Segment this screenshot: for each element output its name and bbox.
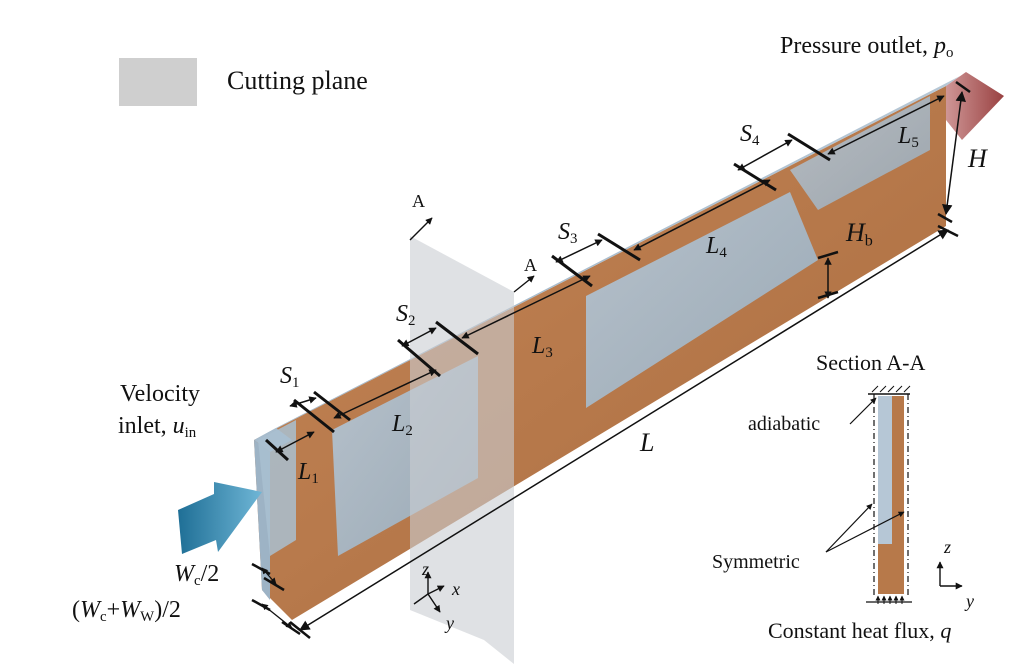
dim-line-H	[942, 90, 966, 216]
dim-tick-L-end	[937, 224, 959, 238]
symmetric-pointer-1	[825, 503, 873, 553]
u-subscript: in	[184, 425, 197, 442]
dim-line-S4	[737, 139, 793, 171]
section-arrow-upper	[409, 217, 433, 241]
velocity-inlet-line1: Velocity	[120, 381, 200, 407]
dim-line-S2	[401, 327, 437, 347]
pressure-outlet-label: Pressure outlet, po	[780, 34, 953, 61]
dim-line-L3	[461, 275, 591, 339]
symmetric-pointer-2	[825, 511, 905, 553]
pressure-outlet-text: Pressure outlet,	[780, 33, 934, 59]
height-H-label: H	[968, 144, 987, 173]
dim-tick-Hb-bottom	[817, 290, 839, 300]
dim-line-L2	[333, 369, 437, 419]
S1-label: S1	[280, 363, 300, 392]
Hb-subscript: b	[864, 232, 873, 250]
axis-z-label: z	[422, 559, 430, 579]
legend-label: Cutting plane	[227, 66, 368, 95]
legend-swatch	[119, 58, 197, 106]
axis-y-label: y	[446, 613, 454, 633]
S2-label: S2	[396, 301, 416, 330]
Hb-symbol: H	[846, 218, 865, 247]
dim-line-L1	[275, 431, 315, 453]
base-height-label: Hb	[846, 220, 873, 250]
symmetric-label: Symmetric	[712, 551, 800, 573]
dim-tick-L-start	[289, 621, 311, 639]
L3-label: L3	[532, 333, 553, 362]
section-inset	[825, 385, 963, 604]
L1-label: L1	[298, 459, 319, 488]
dim-tick-H-bottom	[937, 212, 953, 224]
heat-flux-arrows	[875, 595, 905, 604]
velocity-inlet-line2: inlet, uin	[118, 413, 197, 442]
dim-line-L	[299, 229, 949, 631]
main-axes	[413, 571, 445, 613]
channel-window-inlet	[258, 420, 296, 556]
dim-line-L5	[827, 95, 945, 155]
axis-x-label: x	[452, 579, 460, 599]
dim-line-wcw-half	[261, 603, 293, 629]
inset-axis-y-label: y	[966, 591, 974, 611]
axis-y-line	[427, 593, 441, 613]
dim-line-wc-half	[261, 567, 277, 585]
outlet-arrow	[946, 72, 1004, 140]
dim-line-L4	[633, 179, 771, 251]
p-subscript: o	[945, 45, 954, 62]
heat-flux-label: Constant heat flux, q	[768, 618, 952, 643]
wc-half-label: Wc/2	[174, 561, 220, 590]
p-symbol: p	[933, 33, 946, 59]
cutting-plane	[410, 236, 514, 664]
dim-line-S3	[555, 239, 603, 263]
adiabatic-pointer	[849, 397, 877, 425]
L5-label: L5	[898, 123, 919, 152]
section-arrow-lower	[513, 275, 535, 293]
section-wall	[892, 396, 904, 544]
axis-x-line	[427, 585, 445, 595]
q-symbol: q	[940, 618, 952, 643]
wcw-half-label: (Wc+WW)/2	[72, 597, 181, 626]
L2-label: L2	[392, 411, 413, 440]
dim-tick-H-top	[955, 80, 971, 94]
length-L-label: L	[640, 428, 655, 457]
axis-neg-x-line	[413, 593, 429, 605]
hatch	[871, 385, 911, 393]
L4-label: L4	[706, 233, 727, 262]
section-A-lower-label: A	[524, 255, 537, 275]
section-copper	[878, 544, 904, 594]
section-A-upper-label: A	[412, 191, 425, 211]
dim-line-S1	[289, 396, 317, 408]
section-title: Section A-A	[816, 350, 926, 375]
dim-tick-Hb-top	[817, 250, 839, 260]
inlet-arrow	[178, 482, 262, 554]
adiabatic-label: adiabatic	[748, 413, 821, 435]
inset-axis-z-label: z	[944, 537, 952, 557]
S3-label: S3	[558, 219, 578, 248]
top-edge-dimensions	[275, 95, 945, 453]
u-symbol: u	[172, 413, 185, 439]
segment-ticks	[264, 132, 831, 462]
S4-label: S4	[740, 121, 760, 150]
